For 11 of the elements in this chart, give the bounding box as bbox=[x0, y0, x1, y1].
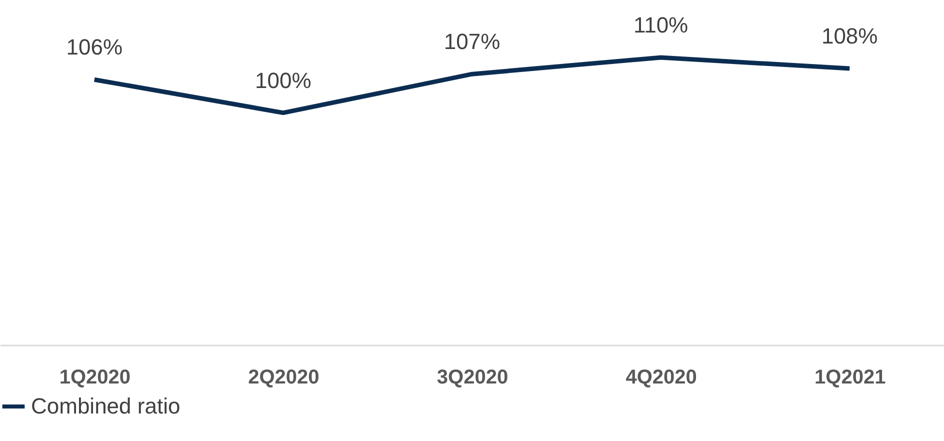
data-label: 100% bbox=[255, 68, 312, 93]
data-label: 108% bbox=[821, 24, 878, 49]
data-label: 107% bbox=[444, 29, 500, 54]
data-label: 110% bbox=[633, 12, 688, 38]
x-tick-label: 2Q2020 bbox=[248, 366, 320, 388]
x-tick-label: 1Q2021 bbox=[814, 366, 886, 388]
legend-label: Combined ratio bbox=[31, 394, 180, 418]
x-tick-label: 4Q2020 bbox=[626, 366, 697, 388]
data-label: 106% bbox=[66, 34, 123, 60]
x-tick-label: 3Q2020 bbox=[436, 366, 508, 388]
x-tick-label: 1Q2020 bbox=[59, 366, 130, 388]
